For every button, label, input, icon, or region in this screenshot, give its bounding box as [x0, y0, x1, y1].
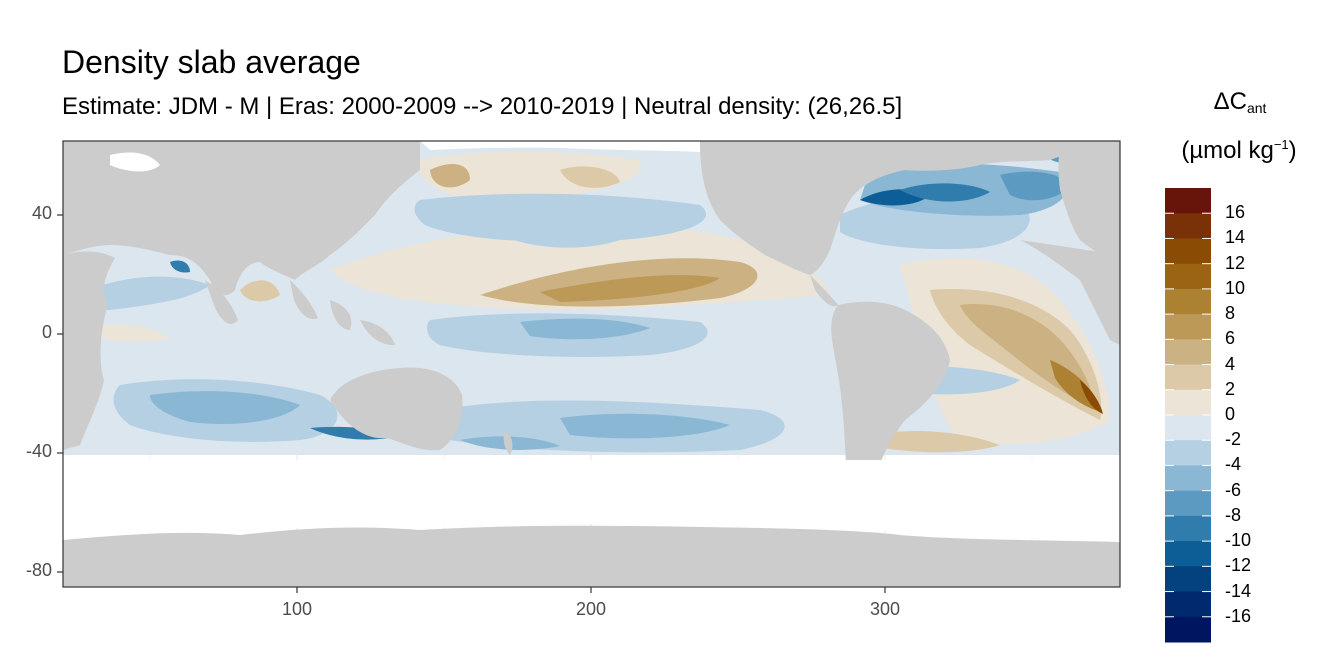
legend-bin [1165, 364, 1211, 391]
legend-unit-sup: −1 [1273, 137, 1289, 152]
legend-bin [1165, 213, 1211, 239]
legend-label: -16 [1225, 605, 1252, 626]
legend-bin [1165, 515, 1211, 542]
y-tick-label: 0 [41, 322, 52, 342]
legend-label: -8 [1225, 504, 1242, 525]
legend-bin [1165, 263, 1211, 290]
legend-label: -10 [1225, 530, 1252, 551]
legend-label: -12 [1225, 555, 1252, 576]
legend-title-main: ΔC [1213, 88, 1247, 115]
legend-title-sub: ant [1246, 100, 1267, 116]
legend-unit-suffix: ) [1288, 137, 1297, 164]
legend-label: 6 [1225, 328, 1236, 349]
anomaly-patches [70, 147, 1110, 453]
legend-bin [1165, 415, 1211, 441]
legend-label: 8 [1225, 303, 1236, 324]
legend-label: 16 [1225, 202, 1246, 223]
chart-title: Density slab average [62, 44, 361, 80]
legend-bin [1165, 490, 1211, 517]
axis-ticks [57, 214, 886, 593]
legend-bin [1165, 314, 1211, 340]
legend-label: 14 [1225, 227, 1246, 248]
legend-label: 12 [1225, 252, 1246, 273]
chart-subtitle: Estimate: JDM - M | Eras: 2000-2009 --> … [62, 93, 903, 120]
legend-label: 0 [1225, 404, 1236, 424]
legend-bin [1165, 288, 1211, 315]
legend-label: 10 [1225, 277, 1246, 298]
y-tick-label: -40 [25, 441, 52, 461]
land-masses [63, 141, 1120, 587]
legend-bin [1165, 389, 1211, 416]
legend-colorbar [1165, 188, 1211, 643]
legend-bin [1165, 566, 1211, 593]
legend-label: -6 [1225, 479, 1242, 500]
legend-label: 4 [1225, 353, 1236, 374]
legend-bin [1165, 465, 1211, 492]
legend-title: ΔCant [1160, 88, 1320, 116]
legend-bin [1165, 440, 1211, 466]
legend-bin [1165, 541, 1211, 567]
y-tick-label: 40 [31, 203, 52, 223]
x-tick-label: 200 [575, 599, 607, 619]
x-tick-label: 300 [869, 599, 901, 619]
legend-bin [1165, 339, 1211, 366]
x-tick-label: 100 [281, 599, 313, 619]
no-data-gaps [63, 141, 1120, 540]
legend-label: 2 [1225, 378, 1236, 399]
y-tick-label: -80 [25, 560, 52, 580]
legend-label: -2 [1225, 429, 1242, 450]
legend-bin [1165, 616, 1211, 643]
legend-unit-prefix: (µmol kg [1181, 137, 1274, 164]
legend-label: -14 [1225, 580, 1252, 601]
legend-label: -4 [1225, 454, 1242, 475]
legend-bin [1165, 188, 1211, 214]
legend-bin [1165, 591, 1211, 618]
legend-bin [1165, 238, 1211, 265]
legend-unit: (µmol kg−1) [1164, 137, 1314, 165]
legend-ticks [1165, 212, 1211, 618]
